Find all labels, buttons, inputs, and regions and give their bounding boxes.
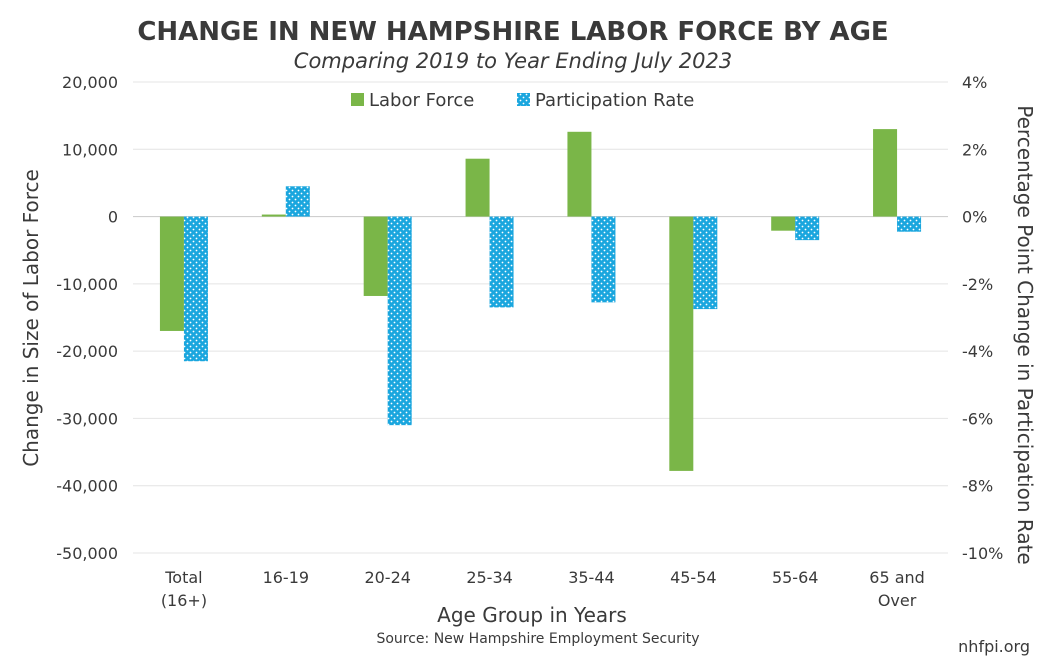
- y2-tick-label: -4%: [962, 342, 993, 361]
- legend-label-labor-force: Labor Force: [369, 90, 474, 111]
- y2-tick-label: -10%: [962, 544, 1003, 563]
- y-tick-label: -10,000: [56, 275, 118, 294]
- x-tick-label: 20-24: [364, 568, 411, 587]
- x-tick-label: 35-44: [568, 568, 615, 587]
- chart-title: CHANGE IN NEW HAMPSHIRE LABOR FORCE BY A…: [137, 17, 888, 47]
- y2-tick-label: 0%: [962, 208, 987, 227]
- bar-labor-force: [261, 214, 286, 217]
- y-tick-label: 0: [108, 208, 118, 227]
- y-tick-label: -50,000: [56, 544, 118, 563]
- x-tick-label: 45-54: [670, 568, 717, 587]
- y2-tick-label: -8%: [962, 477, 993, 496]
- y-tick-label: -20,000: [56, 342, 118, 361]
- bar-participation-rate: [591, 216, 616, 303]
- y2-tick-label: 4%: [962, 73, 987, 92]
- legend-label-participation-rate: Participation Rate: [535, 90, 694, 111]
- bar-labor-force: [159, 216, 184, 331]
- bar-participation-rate: [183, 216, 208, 362]
- y2-tick-label: 2%: [962, 140, 987, 159]
- legend-swatch-participation-rate: [517, 93, 530, 106]
- source-note: Source: New Hampshire Employment Securit…: [376, 631, 699, 647]
- x-axis-title: Age Group in Years: [437, 603, 627, 627]
- bar-participation-rate: [489, 216, 514, 308]
- y2-axis-title: Percentage Point Change in Participation…: [1013, 105, 1037, 564]
- x-tick-label: 55-64: [772, 568, 819, 587]
- bar-labor-force: [567, 131, 592, 217]
- bar-participation-rate: [285, 186, 310, 217]
- y-tick-label: 10,000: [62, 140, 118, 159]
- bar-labor-force: [669, 216, 694, 471]
- chart-subtitle: Comparing 2019 to Year Ending July 2023: [294, 49, 732, 73]
- y-tick-label: 20,000: [62, 73, 118, 92]
- bar-labor-force: [363, 216, 388, 296]
- y-tick-label: -30,000: [56, 409, 118, 428]
- x-tick-label: Total (16+): [161, 568, 207, 610]
- bar-participation-rate: [693, 216, 718, 310]
- bar-labor-force: [771, 216, 796, 231]
- gridlines: [133, 81, 948, 554]
- bar-labor-force: [465, 158, 490, 217]
- y-tick-label: -40,000: [56, 477, 118, 496]
- left-axis-ticks: 20,000 10,000 0 -10,000 -20,000 -30,000 -40,00…: [56, 73, 118, 563]
- right-axis-ticks: 4% 2% 0% -2% -4% -6% -8% -10%: [962, 73, 1003, 563]
- bar-participation-rate: [387, 216, 412, 426]
- credit: nhfpi.org: [958, 637, 1030, 656]
- x-tick-label: 65 and Over: [869, 568, 925, 610]
- category-labels: Total (16+) 16-19 20-24 25-34 35-44 45-54 55-64…: [161, 568, 925, 610]
- y2-tick-label: -2%: [962, 275, 993, 294]
- y-axis-title: Change in Size of Labor Force: [19, 169, 43, 467]
- x-tick-label: 16-19: [263, 568, 310, 587]
- y2-tick-label: -6%: [962, 409, 993, 428]
- bars: [159, 129, 922, 471]
- x-tick-label: 25-34: [466, 568, 513, 587]
- bar-participation-rate: [897, 216, 922, 232]
- bar-participation-rate: [795, 216, 820, 241]
- legend-swatch-labor-force: [351, 93, 364, 106]
- bar-labor-force: [873, 129, 898, 217]
- legend: Labor Force Participation Rate: [351, 90, 694, 111]
